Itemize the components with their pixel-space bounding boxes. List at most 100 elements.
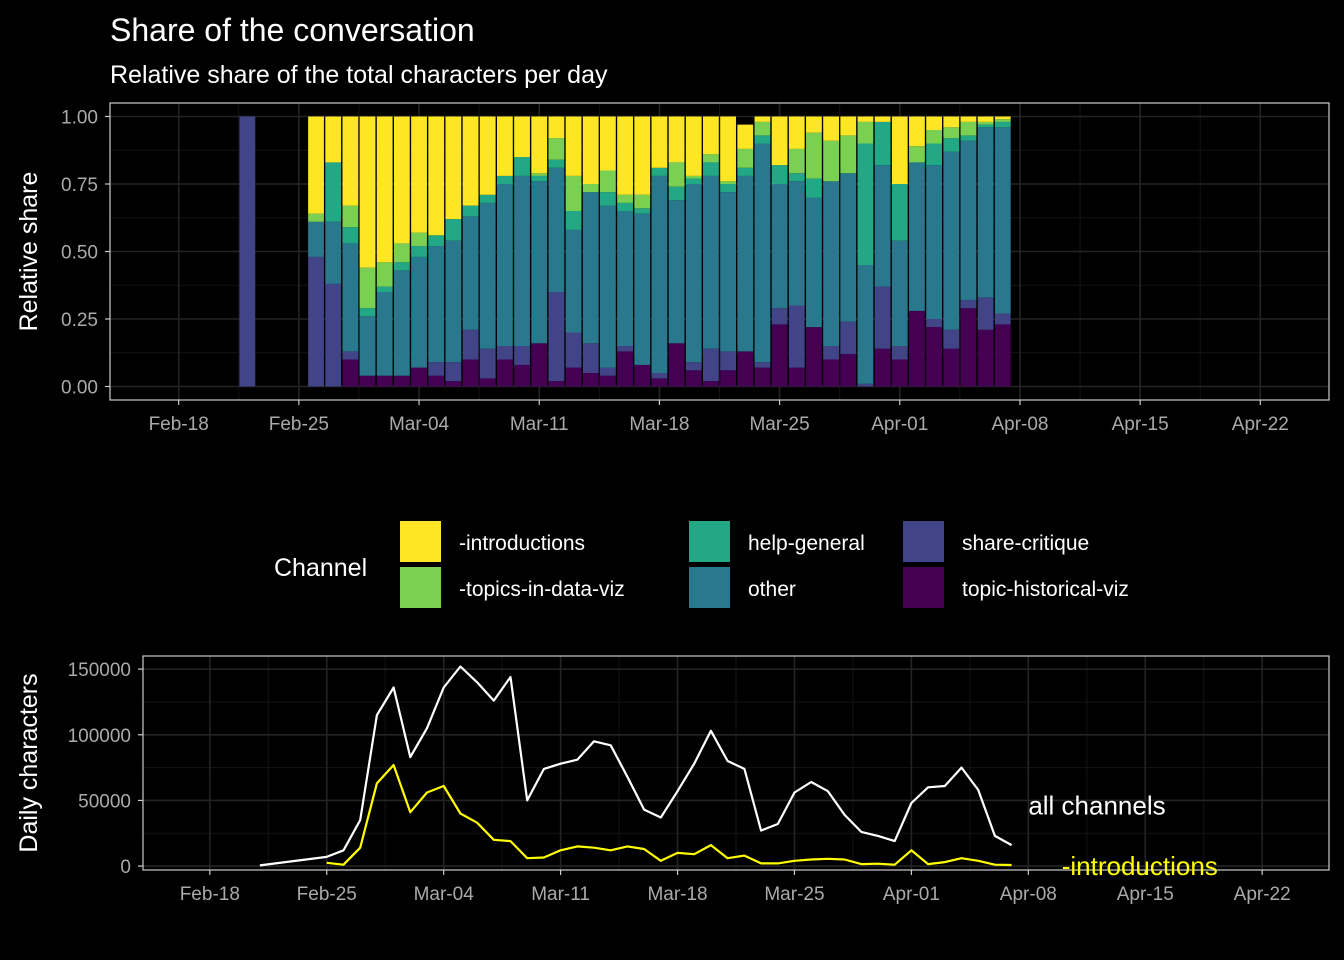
- x-tick-label: Feb-18: [149, 414, 209, 435]
- bar-segment: [565, 229, 582, 333]
- bar-segment: [496, 359, 513, 387]
- bar-segment: [943, 116, 960, 128]
- y-tick-label: 0.50: [61, 243, 98, 264]
- bar-segment: [926, 116, 943, 130]
- bar-segment: [342, 205, 359, 228]
- x-tick-label: Apr-15: [1112, 414, 1169, 435]
- bar-segment: [806, 116, 822, 133]
- bar-segment: [891, 184, 908, 241]
- bar-segment: [909, 310, 925, 387]
- bar-segment: [514, 175, 530, 346]
- bar-segment: [960, 116, 977, 122]
- bar-segment: [788, 173, 805, 182]
- bar-segment: [600, 116, 616, 171]
- bar-segment: [703, 381, 719, 387]
- bar-segment: [308, 256, 324, 387]
- bar-segment: [823, 359, 839, 387]
- bar-segment: [565, 175, 582, 211]
- x-tick-label: Apr-22: [1234, 884, 1291, 905]
- legend-key: [400, 567, 441, 608]
- bar-segment: [891, 116, 908, 184]
- bar-segment: [668, 343, 685, 387]
- bar-segment: [668, 116, 685, 163]
- bar-segment: [531, 173, 548, 176]
- bar-segment: [514, 116, 530, 157]
- bar-segment: [720, 351, 736, 371]
- x-tick-label: Apr-08: [1000, 884, 1057, 905]
- x-tick-label: Mar-11: [510, 414, 569, 435]
- bar-segment: [703, 162, 719, 176]
- bar-segment: [393, 375, 410, 387]
- bottom-panel: 0 50000 100000 150000 Feb-18 Feb-25 Mar-04 Mar-…: [15, 655, 1330, 905]
- legend-label: topic-historical-viz: [962, 578, 1129, 601]
- bar-segment: [737, 167, 754, 176]
- bar-segment: [600, 205, 616, 368]
- bar-segment: [582, 184, 599, 193]
- bar-segment: [634, 213, 651, 365]
- bar-segment: [634, 194, 651, 209]
- bar-segment: [874, 348, 891, 387]
- bar-segment: [376, 375, 393, 387]
- bar-segment: [857, 116, 874, 122]
- bar-segment: [788, 367, 805, 387]
- x-tick-label: Mar-25: [764, 884, 824, 905]
- legend-key: [903, 521, 944, 562]
- bar-segment: [308, 116, 324, 214]
- bar-segment: [617, 202, 633, 211]
- bar-segment: [462, 116, 479, 206]
- bar-segment: [943, 127, 960, 139]
- bar-segment: [411, 232, 427, 247]
- bar-segment: [685, 362, 702, 371]
- bar-segment: [651, 167, 668, 176]
- bar-segment: [308, 213, 324, 222]
- bar-segment: [325, 221, 342, 284]
- bar-segment: [359, 308, 376, 317]
- bar-segment: [600, 170, 616, 193]
- bar-segment: [926, 143, 943, 166]
- bar-segment: [960, 121, 977, 136]
- y-tick-label: 50000: [78, 791, 131, 812]
- bar-segment: [411, 256, 427, 368]
- bar-segment: [720, 370, 736, 387]
- bar-segment: [720, 181, 736, 184]
- bar-segment: [977, 121, 994, 125]
- series-line: [326, 763, 1012, 867]
- bar-segment: [428, 375, 445, 387]
- bar-segment: [994, 116, 1011, 120]
- bar-segment: [308, 221, 324, 257]
- bar-segment: [531, 116, 548, 174]
- y-tick-label: 0.25: [61, 310, 98, 331]
- bar-segment: [514, 346, 530, 365]
- bar-segment: [737, 148, 754, 168]
- bar-segment: [359, 375, 376, 387]
- bar-segment: [565, 332, 582, 368]
- bar-segment: [788, 181, 805, 306]
- x-tick-label: Apr-15: [1117, 884, 1174, 905]
- x-tick-label: Mar-18: [647, 884, 707, 905]
- bar-segment: [926, 319, 943, 328]
- bar-segment: [239, 116, 256, 387]
- bar-segment: [840, 135, 857, 174]
- bar-segment: [720, 184, 736, 193]
- bar-segment: [376, 286, 393, 292]
- bar-segment: [840, 354, 857, 387]
- bar-segment: [582, 192, 599, 344]
- bar-segment: [668, 162, 685, 187]
- legend-key: [903, 567, 944, 608]
- bar-segment: [703, 175, 719, 349]
- bar-segment: [977, 297, 994, 330]
- bar-segment: [548, 167, 565, 292]
- legend-label: -topics-in-data-viz: [459, 578, 625, 601]
- x-tick-label: Mar-11: [531, 884, 590, 905]
- x-tick-label: Feb-25: [269, 414, 329, 435]
- y-tick-label: 150000: [68, 660, 131, 681]
- bar-segment: [994, 324, 1011, 387]
- bar-segment: [926, 165, 943, 319]
- bar-segment: [960, 140, 977, 301]
- bar-segment: [788, 305, 805, 368]
- bar-segment: [994, 127, 1011, 314]
- bar-segment: [977, 116, 994, 122]
- bar-segment: [462, 359, 479, 387]
- bar-segment: [771, 116, 788, 166]
- bar-segment: [600, 367, 616, 376]
